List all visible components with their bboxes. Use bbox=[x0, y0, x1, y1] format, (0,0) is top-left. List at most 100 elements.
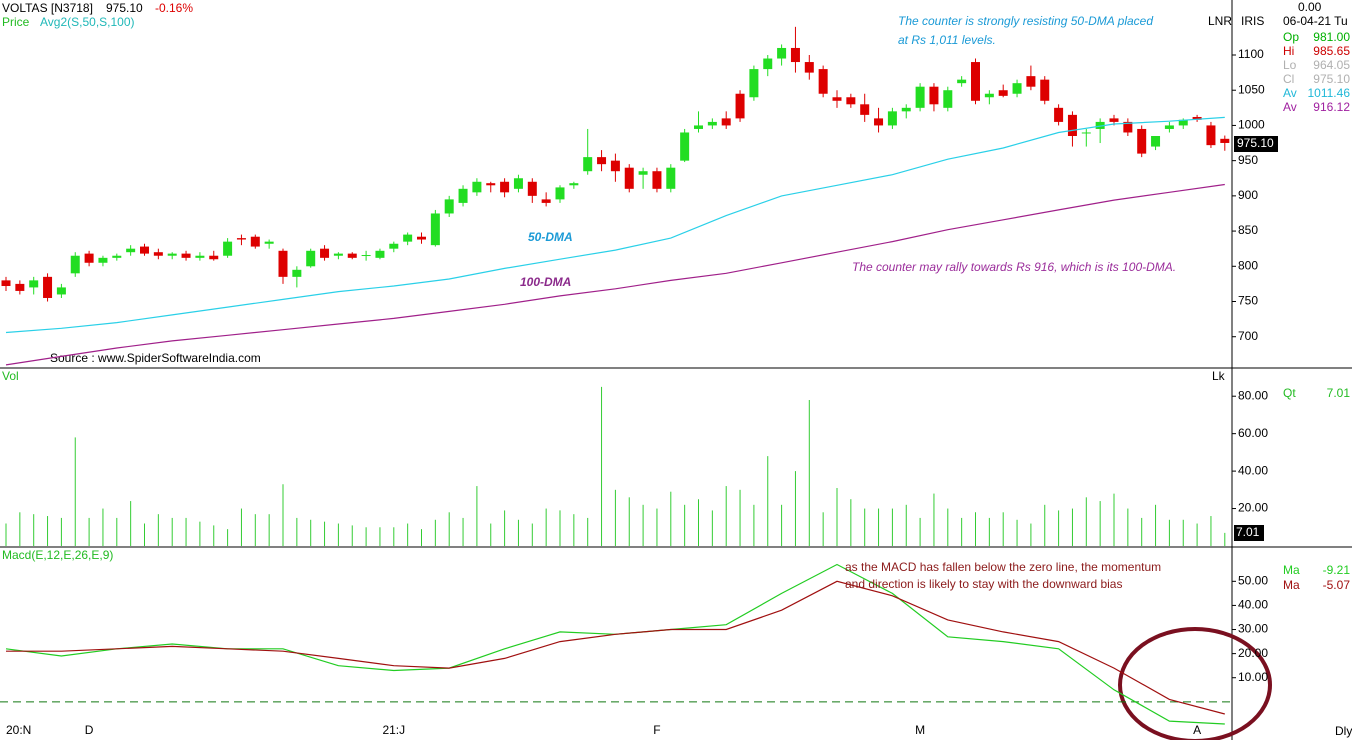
y-tick-label: 1000 bbox=[1238, 118, 1265, 132]
candle-body bbox=[361, 255, 371, 257]
volume-tag: 7.01 bbox=[1236, 525, 1260, 539]
readout-label: Ma bbox=[1283, 563, 1300, 577]
candle-body bbox=[694, 125, 703, 129]
candle-body bbox=[126, 248, 136, 253]
candle-body bbox=[1054, 107, 1064, 122]
candle-body bbox=[153, 252, 163, 256]
candle-body bbox=[998, 90, 1008, 96]
candle-body bbox=[1192, 116, 1202, 120]
candle-body bbox=[209, 255, 219, 260]
candle-body bbox=[56, 287, 66, 295]
y-tick-label: 900 bbox=[1238, 188, 1258, 202]
candle-body bbox=[1151, 135, 1161, 147]
iris: IRIS bbox=[1241, 14, 1264, 28]
candle-body bbox=[777, 47, 787, 59]
candle-body bbox=[458, 188, 468, 203]
candle-body bbox=[1220, 138, 1230, 143]
ma-label: 100-DMA bbox=[520, 275, 571, 289]
candle-body bbox=[887, 111, 897, 126]
candle-body bbox=[1178, 119, 1188, 126]
y-tick-label: 60.00 bbox=[1238, 426, 1268, 440]
info-label: Av bbox=[1283, 100, 1297, 114]
candle-body bbox=[250, 236, 260, 247]
info-value: 985.65 bbox=[1313, 44, 1350, 58]
panel-unit: Lk bbox=[1212, 369, 1226, 383]
price-label: Price bbox=[2, 15, 30, 29]
y-tick-label: 50.00 bbox=[1238, 573, 1268, 587]
candle-body bbox=[347, 253, 357, 258]
candle-body bbox=[43, 276, 53, 298]
candle-body bbox=[264, 241, 274, 244]
candle-body bbox=[513, 178, 523, 189]
x-tick-label: 20:N bbox=[6, 723, 31, 737]
candle-body bbox=[527, 181, 537, 196]
top-value: 0.00 bbox=[1298, 0, 1322, 14]
candle-body bbox=[846, 97, 856, 105]
y-tick-label: 800 bbox=[1238, 258, 1258, 272]
periodicity: Dly bbox=[1335, 724, 1352, 738]
candle-body bbox=[680, 132, 690, 161]
candle-body bbox=[1206, 125, 1216, 146]
candle-body bbox=[915, 86, 925, 108]
y-tick-label: 40.00 bbox=[1238, 463, 1268, 477]
y-tick-label: 20.00 bbox=[1238, 501, 1268, 515]
date: 06-04-21 Tu bbox=[1283, 14, 1348, 28]
candle-body bbox=[1164, 125, 1174, 129]
readout-label: Ma bbox=[1283, 578, 1300, 592]
candle-body bbox=[971, 62, 980, 101]
candle-body bbox=[790, 47, 800, 63]
info-label: Av bbox=[1283, 86, 1297, 100]
candle-body bbox=[874, 118, 884, 126]
lnr: LNR bbox=[1208, 14, 1232, 28]
x-tick-label: A bbox=[1193, 723, 1201, 737]
change: -0.16% bbox=[155, 1, 193, 15]
ma-label: 50-DMA bbox=[528, 230, 573, 244]
candle-body bbox=[1095, 121, 1105, 129]
candle-body bbox=[735, 93, 745, 119]
x-tick-label: F bbox=[653, 723, 660, 737]
info-value: 975.10 bbox=[1313, 72, 1350, 86]
readout-value: -9.21 bbox=[1323, 563, 1351, 577]
candle-body bbox=[804, 62, 814, 73]
candle-body bbox=[666, 167, 676, 189]
candle-body bbox=[624, 167, 634, 189]
candle-body bbox=[29, 280, 39, 288]
x-tick-label: M bbox=[915, 723, 925, 737]
info-value: 916.12 bbox=[1313, 100, 1350, 114]
candle-body bbox=[98, 257, 108, 263]
y-tick-label: 750 bbox=[1238, 294, 1258, 308]
annotation: and direction is likely to stay with the… bbox=[845, 577, 1122, 591]
candle-body bbox=[984, 93, 994, 98]
annotation: The counter is strongly resisting 50-DMA… bbox=[898, 14, 1153, 28]
macd-line bbox=[6, 580, 1225, 715]
candle-body bbox=[417, 236, 426, 240]
last-price: 975.10 bbox=[106, 1, 143, 15]
candle-body bbox=[583, 157, 593, 172]
candle-body bbox=[375, 250, 385, 258]
x-tick-label: 21:J bbox=[382, 723, 405, 737]
candle-body bbox=[818, 69, 828, 94]
candle-body bbox=[860, 104, 870, 115]
y-tick-label: 1050 bbox=[1238, 82, 1265, 96]
candle-body bbox=[389, 243, 399, 249]
candle-body bbox=[444, 199, 454, 214]
y-tick-label: 30.00 bbox=[1238, 622, 1268, 636]
candle-body bbox=[1, 280, 11, 287]
candle-body bbox=[236, 238, 246, 240]
info-value: 964.05 bbox=[1313, 58, 1350, 72]
readout-value: -5.07 bbox=[1323, 578, 1351, 592]
candle-body bbox=[140, 246, 149, 254]
annotation: at Rs 1,011 levels. bbox=[898, 33, 996, 47]
info-value: 981.00 bbox=[1313, 30, 1350, 44]
candle-body bbox=[1067, 114, 1077, 136]
ma-line bbox=[5, 183, 1225, 366]
ma-line bbox=[5, 116, 1225, 334]
y-tick-label: 10.00 bbox=[1238, 670, 1268, 684]
candle-body bbox=[500, 181, 510, 193]
candle-body bbox=[832, 97, 842, 101]
candle-body bbox=[1026, 76, 1036, 87]
candle-body bbox=[652, 171, 662, 189]
y-tick-label: 700 bbox=[1238, 329, 1258, 343]
candle-body bbox=[320, 248, 330, 258]
info-value: 1011.46 bbox=[1308, 86, 1351, 100]
